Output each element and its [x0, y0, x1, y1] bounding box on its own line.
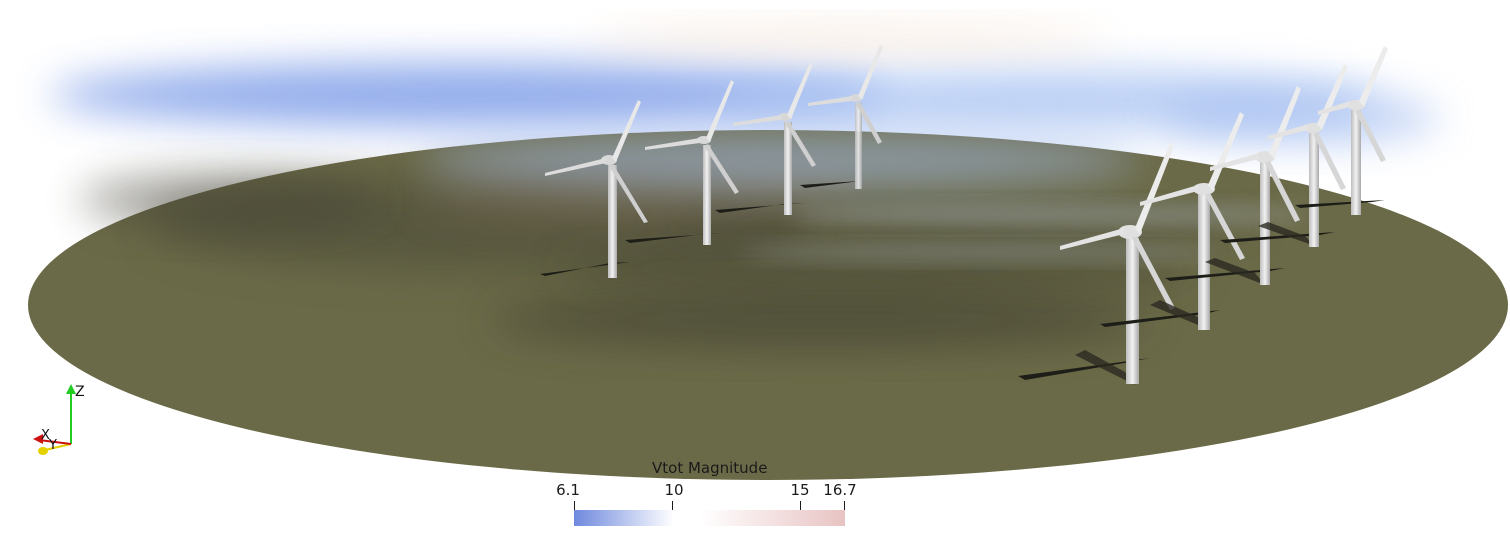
- turbine-far-2[interactable]: [625, 80, 739, 245]
- colorbar-tick-label: 6.1: [556, 481, 580, 499]
- turbine-near-4[interactable]: [1220, 64, 1348, 247]
- turbine-far-3[interactable]: [715, 62, 816, 215]
- colorbar-tick-mark: [844, 501, 845, 512]
- turbine-near-5[interactable]: [1295, 46, 1388, 215]
- colorbar-tick-mark: [574, 501, 575, 512]
- colorbar-title: Vtot Magnitude: [652, 459, 768, 477]
- colorbar-tick-label: 15: [790, 481, 810, 499]
- turbine-near-1[interactable]: [1018, 143, 1175, 385]
- z-axis-arrow: [66, 384, 76, 394]
- colorbar-tick-mark: [800, 501, 801, 512]
- colorbar-tick-label: 16.7: [823, 481, 857, 499]
- orientation-axes[interactable]: Z X Y: [25, 378, 95, 463]
- x-axis-line: [38, 439, 72, 445]
- y-axis-line: [44, 443, 72, 451]
- flow-volume-upper: [50, 26, 1440, 144]
- z-axis-label: Z: [75, 384, 85, 400]
- colorbar-tick-label: 10: [664, 481, 684, 499]
- y-axis-arrow: [38, 447, 48, 455]
- x-axis-label: X: [41, 428, 50, 443]
- flow-volume-lower: [420, 132, 1310, 260]
- turbine-far-4[interactable]: [800, 45, 883, 189]
- colorbar-tick-mark: [672, 501, 673, 512]
- turbine-near-2[interactable]: [1100, 112, 1245, 330]
- colorbar: [574, 510, 845, 526]
- turbine-far-1[interactable]: [540, 100, 648, 278]
- y-axis-label: Y: [48, 438, 57, 453]
- x-axis-arrow: [33, 434, 43, 444]
